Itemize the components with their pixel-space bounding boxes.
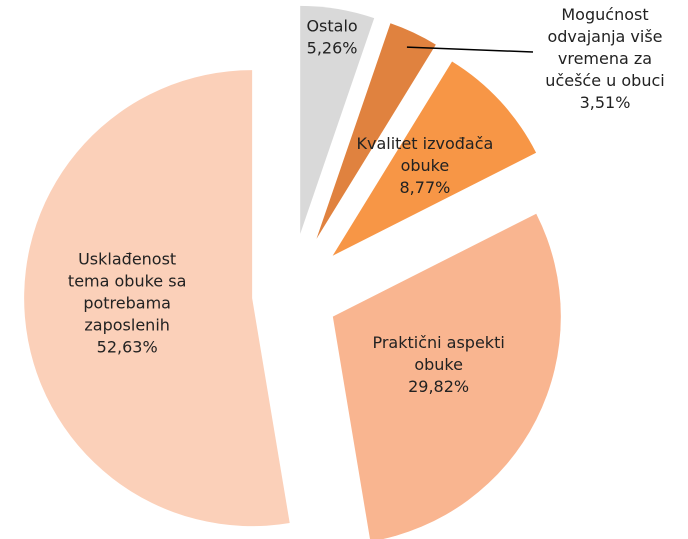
pie-slice: [24, 70, 290, 527]
value-label: 5,26%: [307, 39, 358, 58]
pie-slice: [300, 5, 375, 234]
slice-label: Mogućnost odvajanja više vremena za učešće …: [545, 5, 664, 90]
slice-label: Usklađenost tema obuke sa potrebama zaposle…: [68, 250, 186, 335]
leader-line: [406, 46, 534, 53]
value-label: 8,77%: [400, 178, 451, 197]
value-label: 52,63%: [97, 338, 158, 357]
value-label: 3,51%: [580, 93, 631, 112]
slice-label: Ostalo: [306, 17, 357, 36]
pie-slice: [332, 213, 561, 539]
slice-label: Kvalitet izvođača obuke: [357, 134, 494, 175]
pie-slice: [316, 23, 436, 239]
pie-slice: [332, 61, 537, 256]
slice-label: Praktični aspekti obuke: [372, 333, 504, 374]
value-label: 29,82%: [408, 377, 469, 396]
